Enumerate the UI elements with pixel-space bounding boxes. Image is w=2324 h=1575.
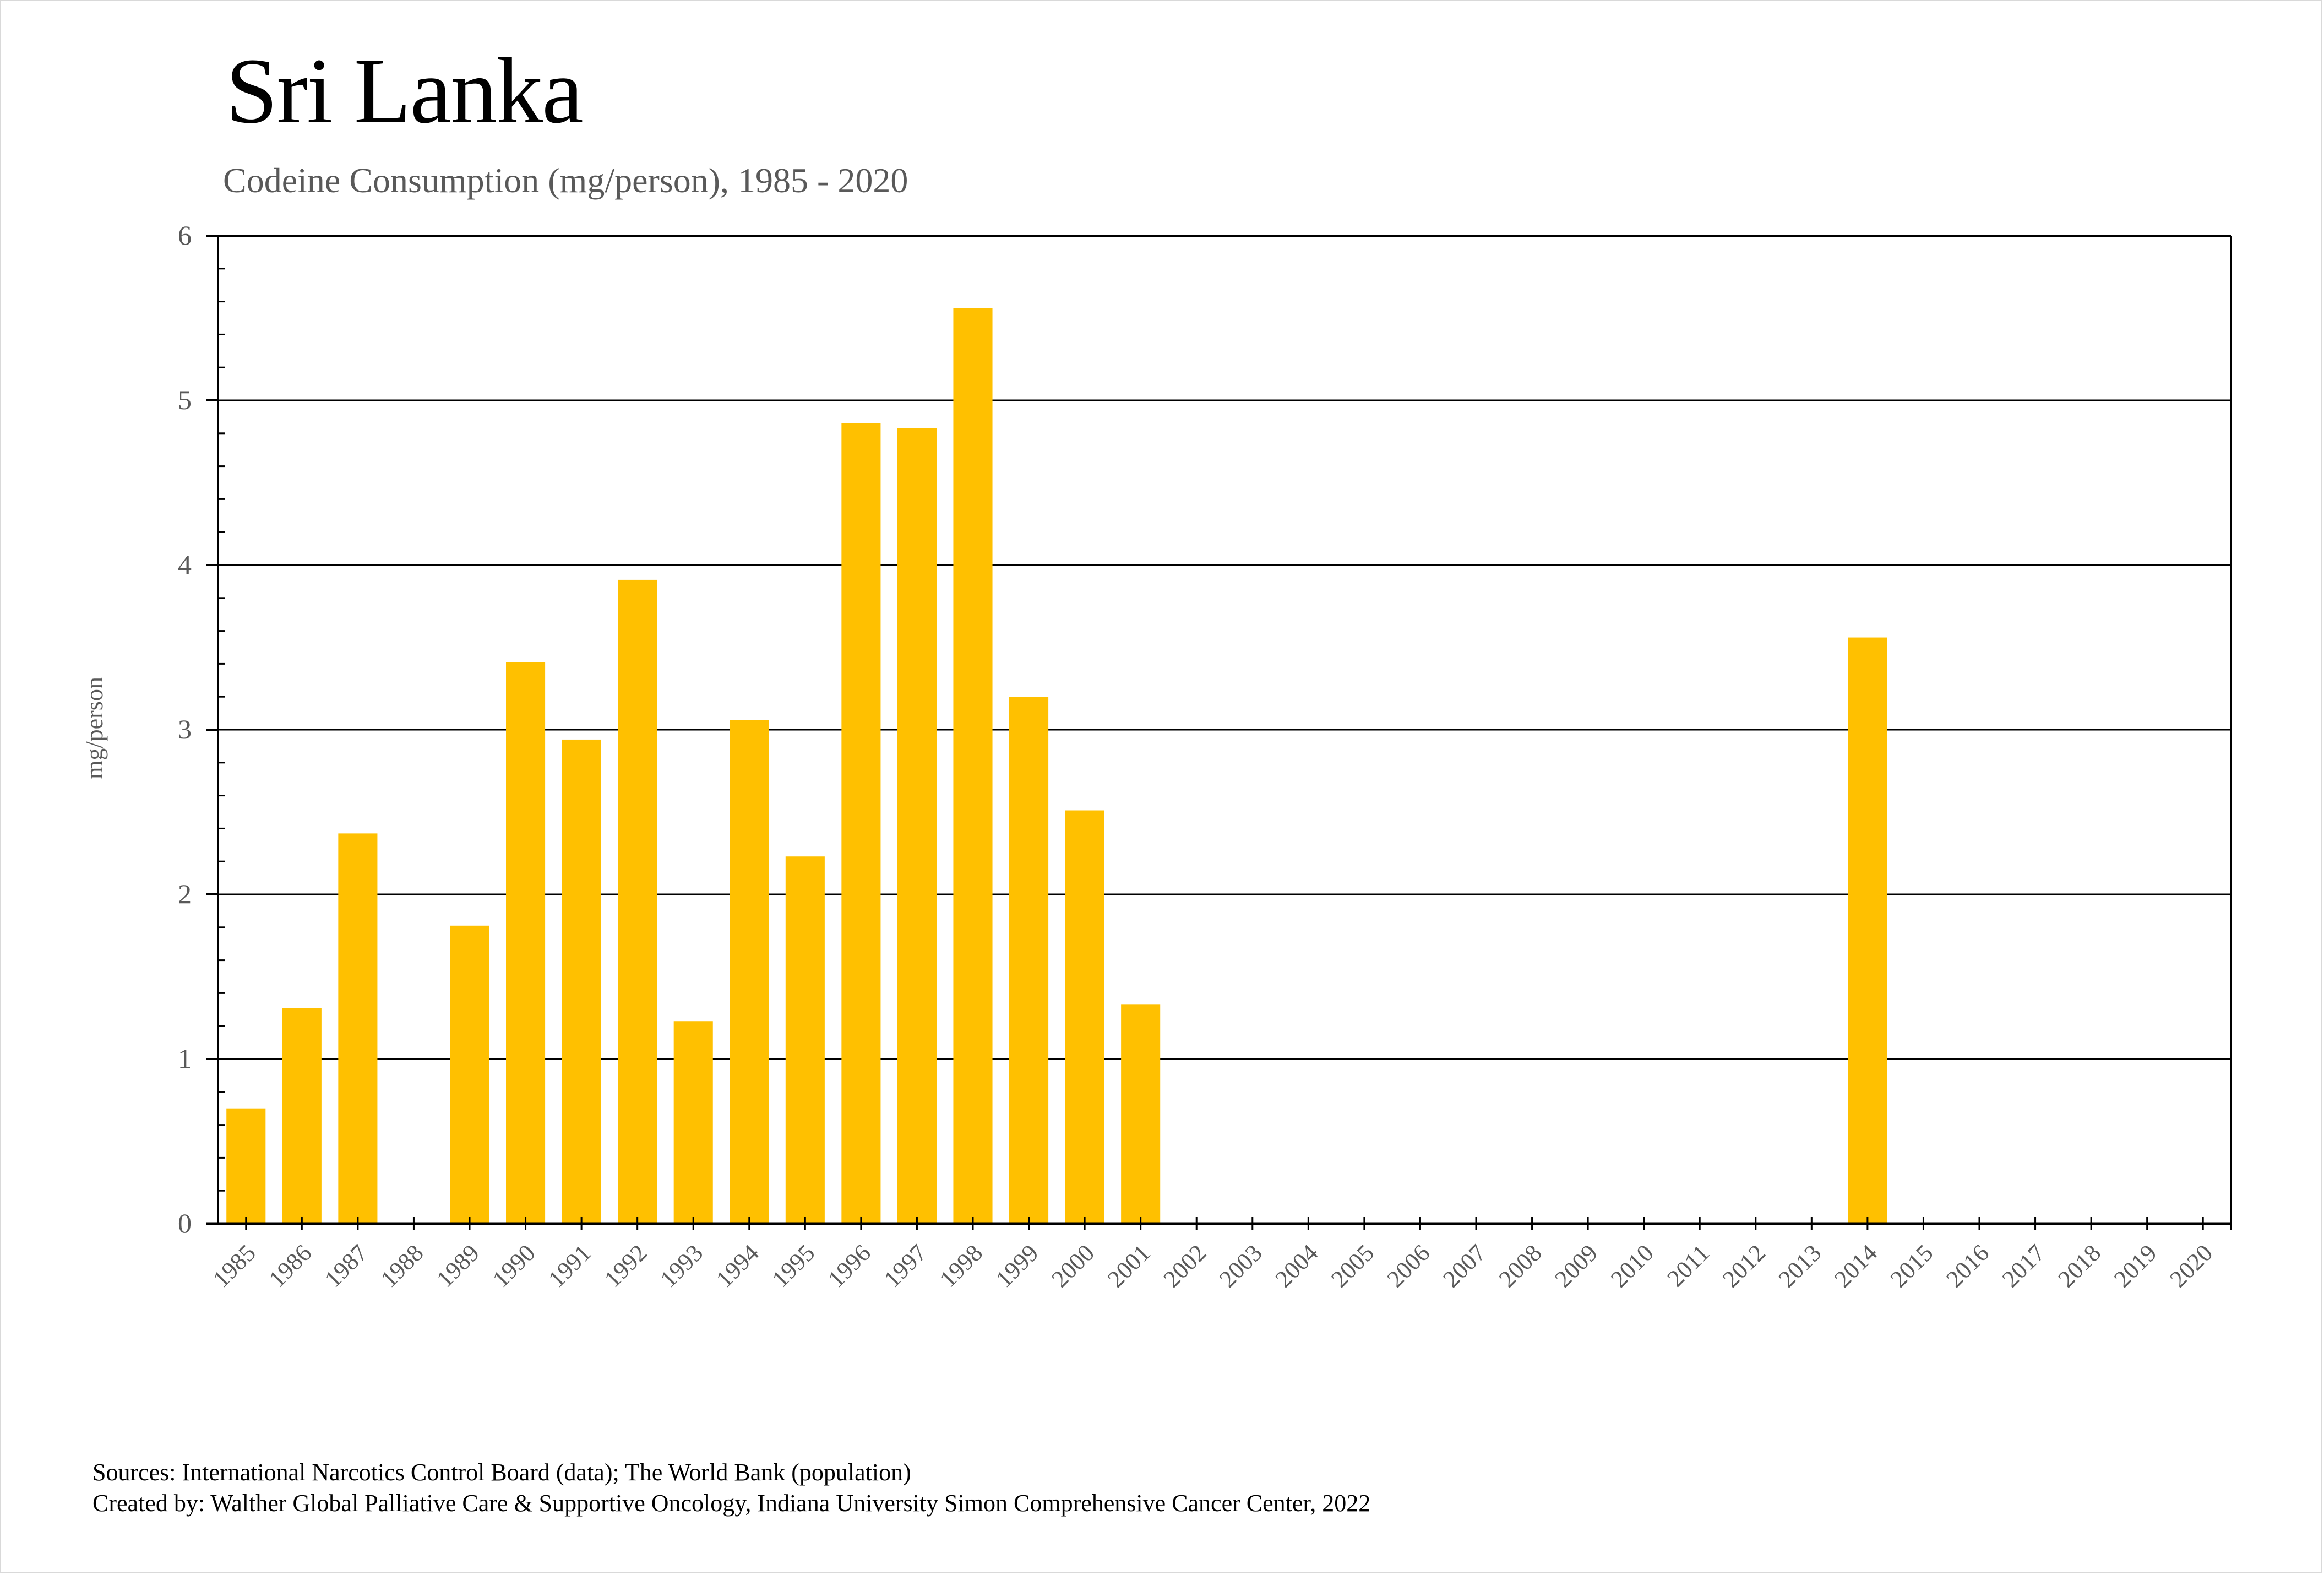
x-tick-label: 2012 xyxy=(1717,1239,1771,1292)
x-tick-label: 2014 xyxy=(1829,1239,1882,1292)
x-tick-label: 2008 xyxy=(1494,1239,1547,1292)
x-tick-label: 1985 xyxy=(208,1239,261,1292)
bar-1987 xyxy=(338,833,378,1224)
bars xyxy=(226,308,1887,1224)
x-tick-label: 1999 xyxy=(990,1239,1044,1292)
x-tick-label: 2006 xyxy=(1382,1239,1435,1292)
bar-1992 xyxy=(618,579,657,1224)
y-tick-label: 2 xyxy=(178,878,192,909)
chart-title: Sri Lanka xyxy=(226,39,584,143)
y-tick-label: 6 xyxy=(178,220,192,251)
chart-footer: Sources: International Narcotics Control… xyxy=(92,1457,1370,1519)
x-tick-label: 1993 xyxy=(655,1239,708,1292)
x-tick-label: 2018 xyxy=(2053,1239,2106,1292)
x-tick-label: 1990 xyxy=(487,1239,541,1292)
x-tick-label: 1994 xyxy=(711,1239,764,1292)
bar-1989 xyxy=(450,925,489,1224)
x-tick-label: 1986 xyxy=(264,1239,317,1292)
x-tick-label: 2003 xyxy=(1214,1239,1267,1292)
x-tick-label: 2009 xyxy=(1549,1239,1603,1292)
x-tick-label: 2005 xyxy=(1326,1239,1379,1292)
credits-note: Created by: Walther Global Palliative Ca… xyxy=(92,1490,1371,1517)
bar-2001 xyxy=(1121,1004,1161,1224)
x-tick-label: 2002 xyxy=(1158,1239,1211,1292)
bar-1994 xyxy=(730,720,769,1224)
x-tick-label: 2015 xyxy=(1885,1239,1939,1292)
bar-1997 xyxy=(897,428,937,1224)
x-tick-label: 2016 xyxy=(1941,1239,1994,1292)
y-tick-label: 3 xyxy=(178,714,192,745)
bar-1998 xyxy=(953,308,993,1224)
x-tick-label: 1997 xyxy=(879,1239,932,1292)
chart-subtitle: Codeine Consumption (mg/person), 1985 - … xyxy=(223,161,908,200)
x-tick-label: 1995 xyxy=(767,1239,820,1292)
x-tick-label: 2011 xyxy=(1662,1239,1715,1292)
bar-1986 xyxy=(282,1008,322,1224)
bar-1990 xyxy=(506,662,546,1224)
x-tick-label: 1988 xyxy=(375,1239,429,1292)
bar-1999 xyxy=(1009,697,1049,1224)
y-tick-labels: 0 1 2 3 4 5 6 xyxy=(178,220,192,1239)
bar-2014 xyxy=(1848,637,1887,1224)
x-tick-label: 2017 xyxy=(1997,1239,2050,1292)
x-tick-label: 1987 xyxy=(319,1239,373,1292)
sources-note: Sources: International Narcotics Control… xyxy=(92,1459,911,1486)
x-tick-label: 2019 xyxy=(2109,1239,2162,1292)
x-tick-label: 1998 xyxy=(934,1239,988,1292)
x-tick-label: 2010 xyxy=(1605,1239,1659,1292)
x-tick-label: 1991 xyxy=(543,1239,596,1292)
x-tick-label: 1989 xyxy=(431,1239,485,1292)
x-tick-label: 2007 xyxy=(1438,1239,1491,1292)
bar-1991 xyxy=(562,739,601,1224)
x-tick-label: 1996 xyxy=(823,1239,876,1292)
x-tick-labels: 1985 1986 1987 1988 1989 1990 1991 1992 1993 1994… xyxy=(208,1239,2218,1292)
bar-1996 xyxy=(841,423,881,1224)
y-axis-label: mg/person xyxy=(81,677,108,779)
bar-1993 xyxy=(673,1021,713,1224)
bar-2000 xyxy=(1065,810,1104,1224)
y-tick-label: 1 xyxy=(178,1043,192,1074)
x-tick-label: 2013 xyxy=(1773,1239,1827,1292)
y-tick-label: 4 xyxy=(178,549,192,580)
bar-1985 xyxy=(226,1108,266,1224)
axes xyxy=(206,235,2232,1230)
x-tick-label: 2020 xyxy=(2164,1239,2218,1292)
y-tick-label: 5 xyxy=(178,384,192,415)
x-tick-label: 2001 xyxy=(1102,1239,1156,1292)
x-tick-label: 2004 xyxy=(1270,1239,1324,1292)
bar-1995 xyxy=(785,856,825,1224)
x-tick-label: 1992 xyxy=(599,1239,652,1292)
y-tick-label: 0 xyxy=(178,1208,192,1239)
x-tick-label: 2000 xyxy=(1046,1239,1100,1292)
